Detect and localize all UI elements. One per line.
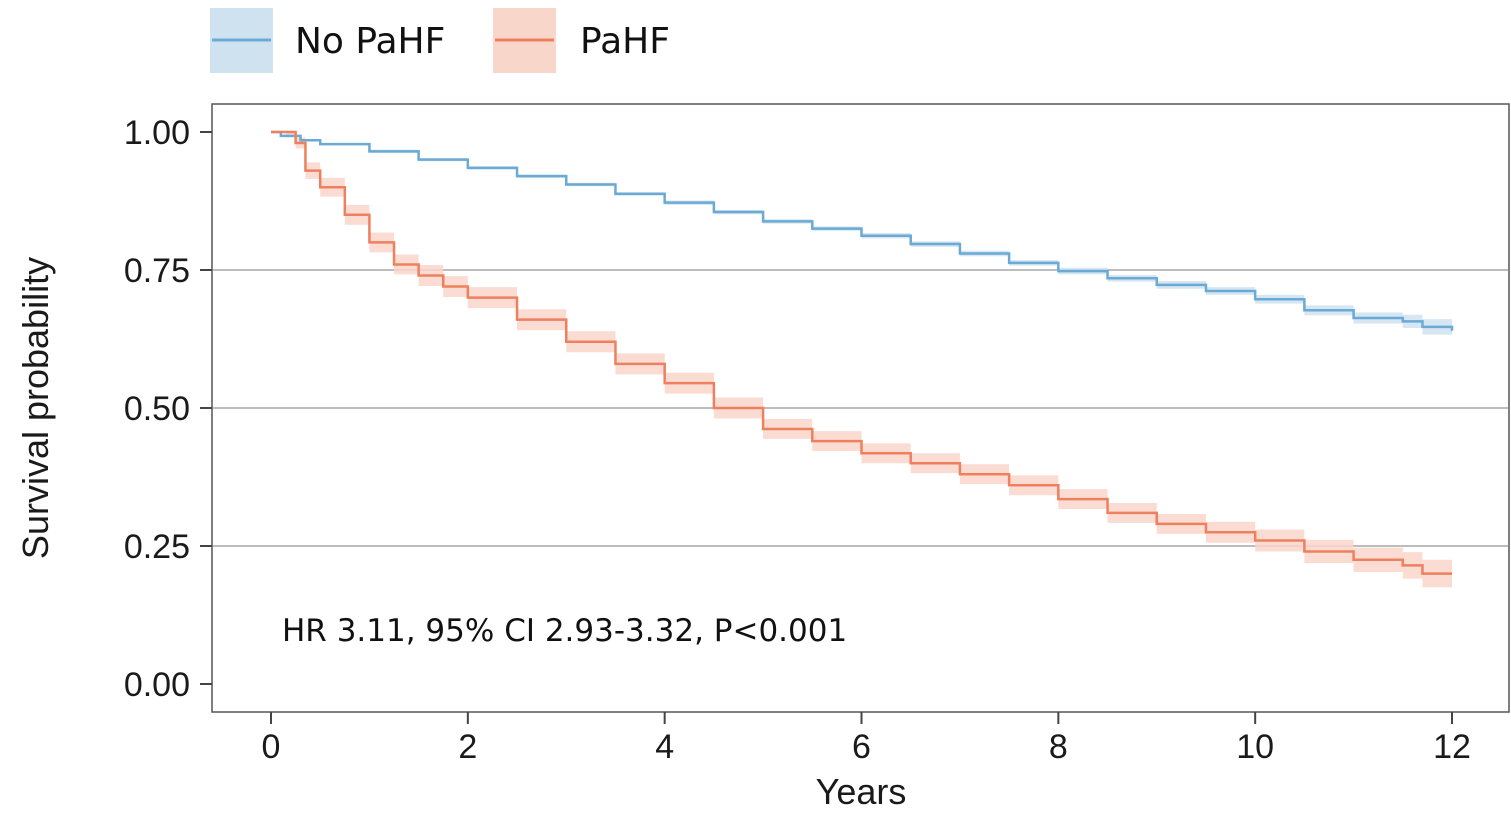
y-axis: 0.00 0.25 0.50 0.75 1.00 [124,114,212,704]
x-tick-label-6: 12 [1433,728,1471,766]
y-tick-label-1: 0.25 [124,528,190,566]
survival-line-1 [271,130,1452,575]
x-axis-title: Years [816,771,907,812]
survival-curves [271,130,1454,575]
y-tick-label-2: 0.50 [124,390,190,428]
legend-label-no-pahf: No PaHF [295,21,445,62]
x-axis: 0 2 4 6 8 10 12 [262,712,1471,766]
x-tick-label-5: 10 [1236,728,1274,766]
hazard-ratio-annotation: HR 3.11, 95% CI 2.93-3.32, P<0.001 [282,613,847,649]
legend: No PaHF PaHF [210,8,670,73]
x-tick-label-2: 4 [655,728,674,766]
x-tick-label-0: 0 [262,728,281,766]
survival-line-0 [271,130,1454,331]
ci-band-1 [271,132,1452,590]
y-tick-label-4: 1.00 [124,114,190,152]
y-tick-label-3: 0.75 [124,252,190,290]
x-tick-label-4: 8 [1049,728,1068,766]
legend-item-no-pahf: No PaHF [210,8,445,73]
x-tick-label-1: 2 [458,728,477,766]
legend-label-pahf: PaHF [580,21,670,62]
y-tick-label-0: 0.00 [124,666,190,704]
legend-item-pahf: PaHF [493,8,670,73]
y-axis-title: Survival probability [15,257,56,559]
x-tick-label-3: 6 [852,728,871,766]
